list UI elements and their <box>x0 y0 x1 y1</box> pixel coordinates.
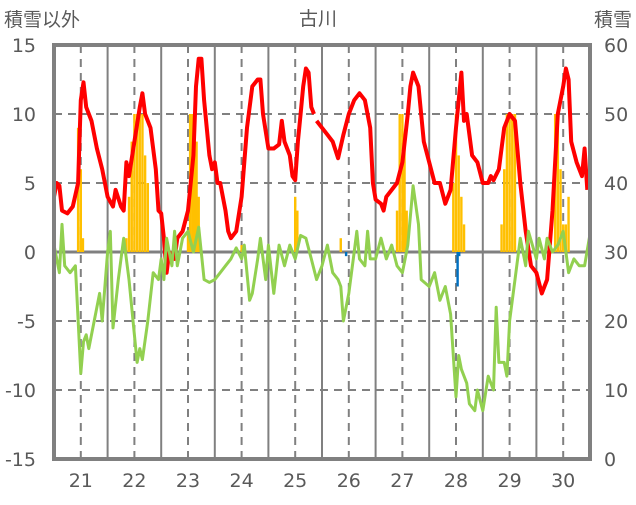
orange-bar <box>559 169 562 252</box>
orange-bar <box>395 210 399 252</box>
y-tick-label: -10 <box>5 380 36 402</box>
x-tick-label: 23 <box>176 470 200 492</box>
orange-bar <box>339 238 342 252</box>
y-tick-label: -15 <box>5 449 36 471</box>
orange-bar <box>460 196 463 252</box>
y2-tick-label: 20 <box>604 311 628 333</box>
y2-tick-label: 0 <box>604 449 616 471</box>
orange-bar <box>130 141 133 252</box>
y-tick-label: 10 <box>12 104 36 126</box>
orange-bar <box>511 114 514 252</box>
orange-bar <box>500 224 503 252</box>
x-tick-label: 22 <box>122 470 146 492</box>
orange-bar <box>556 114 560 252</box>
orange-bar <box>564 224 568 252</box>
blue-bar <box>458 252 461 257</box>
orange-bar <box>462 224 466 252</box>
orange-bar <box>505 114 509 252</box>
y-axis-label: 積雪以外 <box>4 9 80 31</box>
y-tick-label: 5 <box>24 173 36 195</box>
orange-bar <box>135 114 139 252</box>
orange-bar <box>457 155 460 252</box>
x-tick-label: 29 <box>498 470 522 492</box>
orange-bar <box>398 114 401 252</box>
y-tick-label: -5 <box>17 311 36 333</box>
orange-bar <box>508 114 511 252</box>
chart-title: 古川 <box>299 8 337 30</box>
blue-bar <box>344 252 348 257</box>
orange-bar <box>133 114 136 252</box>
y-axis-ticks: 15 10 5 0 -5 -10 -15 <box>5 35 36 471</box>
orange-bar <box>186 231 190 252</box>
orange-bar <box>146 183 150 252</box>
x-tick-label: 26 <box>337 470 361 492</box>
orange-bar <box>240 245 243 252</box>
orange-bar <box>81 238 85 252</box>
orange-bar <box>567 196 570 252</box>
plot-frame <box>52 43 592 461</box>
orange-bar <box>79 169 83 252</box>
green-line <box>52 184 592 413</box>
x-tick-label: 25 <box>283 470 307 492</box>
orange-bar <box>405 210 408 252</box>
orange-bar <box>513 114 517 252</box>
blue-bar <box>456 252 459 287</box>
y2-tick-label: 40 <box>604 173 628 195</box>
orange-bar <box>195 141 198 252</box>
orange-bar <box>125 238 128 252</box>
orange-bar <box>143 155 147 252</box>
y2-tick-label: 30 <box>604 242 628 264</box>
orange-bar <box>293 196 297 252</box>
x-tick-label: 24 <box>230 470 254 492</box>
orange-bar <box>141 114 144 252</box>
orange-bar <box>403 141 406 252</box>
orange-bar <box>452 183 455 252</box>
x-tick-label: 27 <box>390 470 414 492</box>
orange-bar <box>401 114 404 252</box>
y-tick-label: 0 <box>24 242 36 264</box>
y-tick-label: 15 <box>12 35 36 57</box>
orange-bar <box>296 210 299 252</box>
x-tick-label: 30 <box>551 470 575 492</box>
orange-bar <box>127 196 131 252</box>
orange-bar <box>454 114 458 252</box>
y2-tick-label: 10 <box>604 380 628 402</box>
y2-axis-label: 積雪 <box>594 9 632 31</box>
x-axis-ticks: 21 22 23 24 25 26 27 28 29 30 <box>69 470 576 492</box>
orange-bar <box>197 196 200 252</box>
orange-bar <box>138 114 141 252</box>
red-line <box>52 56 590 296</box>
y2-tick-label: 60 <box>604 35 628 57</box>
orange-bar <box>503 169 506 252</box>
orange-bar <box>193 114 196 252</box>
x-tick-label: 21 <box>69 470 93 492</box>
y2-tick-label: 50 <box>604 104 628 126</box>
y2-axis-ticks: 60 50 40 30 20 10 0 <box>604 35 628 471</box>
x-tick-label: 28 <box>444 470 468 492</box>
